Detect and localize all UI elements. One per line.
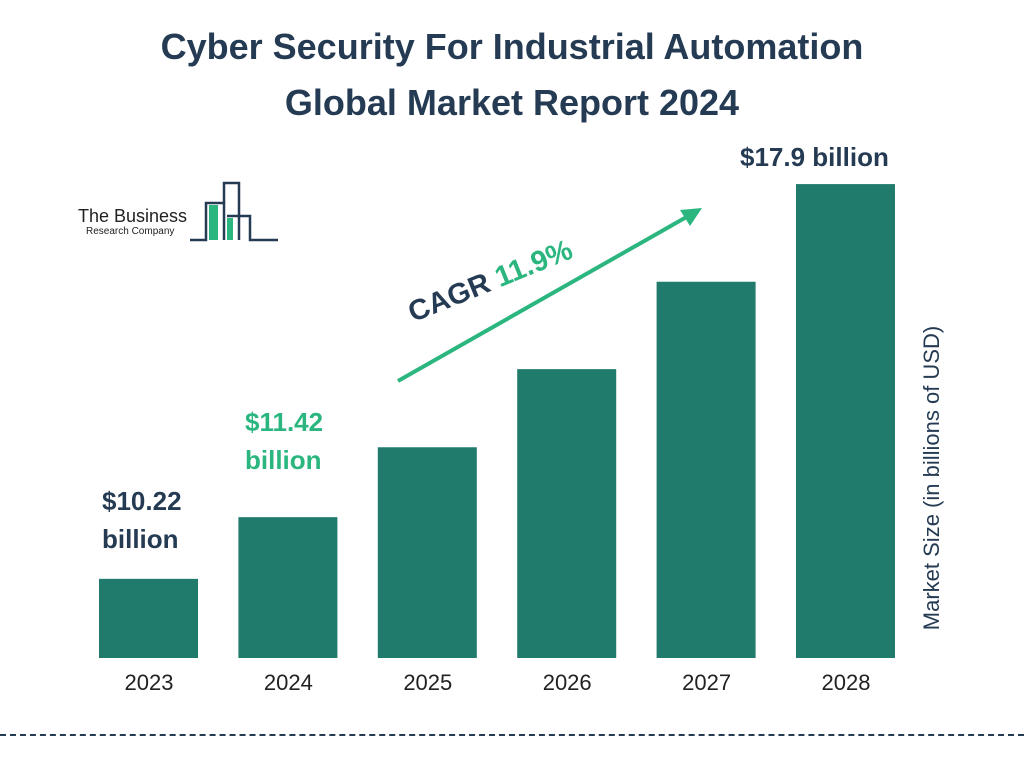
logo-text-line1: The Business bbox=[78, 206, 188, 226]
chart-title-line1: Cyber Security For Industrial Automation bbox=[160, 26, 864, 67]
cagr-arrow bbox=[397, 213, 691, 383]
bar-2025 bbox=[377, 447, 477, 658]
data-label-2028: $17.9 billion bbox=[740, 142, 889, 172]
bar-2024 bbox=[238, 517, 338, 658]
y-axis-label: Market Size (in billions of USD) bbox=[919, 325, 944, 631]
data-label-2023: $10.22 billion bbox=[102, 482, 182, 558]
data-label-2024-value: $11.42 bbox=[245, 407, 324, 437]
bar-2026 bbox=[517, 369, 617, 658]
cagr-arrow-head-icon bbox=[680, 208, 702, 226]
footer-divider bbox=[0, 734, 1024, 736]
data-label-2023-unit: billion bbox=[102, 524, 179, 554]
bar-2027 bbox=[656, 281, 756, 658]
company-logo: The Business Research Company bbox=[78, 180, 283, 245]
bar-2028 bbox=[796, 184, 895, 659]
x-tick-label-2024: 2024 bbox=[263, 670, 313, 695]
chart-title-line2: Global Market Report 2024 bbox=[284, 82, 740, 123]
data-label-2024-unit: billion bbox=[245, 445, 322, 475]
x-tick-label-2025: 2025 bbox=[403, 670, 453, 695]
logo-text-line2: Research Company bbox=[86, 226, 175, 237]
data-label-2023-value: $10.22 bbox=[102, 486, 182, 516]
x-tick-label-2023: 2023 bbox=[124, 670, 174, 695]
bar-2023 bbox=[99, 578, 198, 658]
x-tick-label-2026: 2026 bbox=[542, 670, 592, 695]
x-tick-label-2028: 2028 bbox=[821, 670, 871, 695]
x-tick-label-2027: 2027 bbox=[682, 670, 732, 695]
data-label-2024: $11.42 billion bbox=[245, 403, 323, 479]
logo-buildings-icon bbox=[190, 181, 278, 242]
